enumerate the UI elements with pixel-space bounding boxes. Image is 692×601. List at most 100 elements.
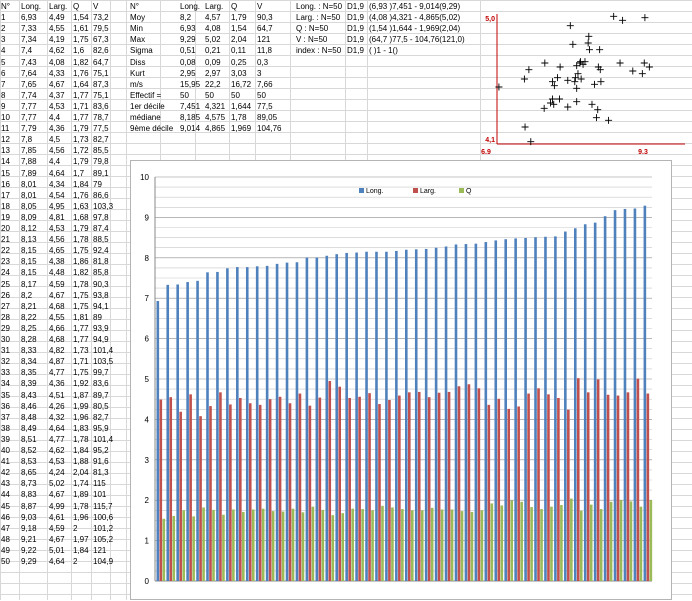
stat-value: 50 (180, 90, 189, 100)
bar-larg (457, 386, 461, 581)
bar-larg (626, 392, 630, 581)
table-cell: 8,17 (21, 279, 37, 289)
table-cell: 4,24 (49, 468, 65, 478)
table-cell: 4,4 (49, 113, 61, 122)
bar-q (202, 507, 205, 581)
bar-larg (219, 392, 222, 581)
bar-q (430, 507, 434, 581)
bar-long (633, 208, 637, 581)
table-cell: 93,8 (93, 290, 109, 300)
bar-q (530, 507, 533, 581)
bar-larg (576, 378, 580, 581)
stat-value: 104,76 (257, 124, 282, 134)
stat-value: 16,72 (231, 79, 252, 89)
row-index: 31 (1, 346, 10, 356)
row-index: 46 (1, 512, 10, 522)
scatter-point (574, 70, 582, 78)
stat-value: 8,185 (180, 113, 201, 122)
scatter-point (520, 75, 528, 83)
table-cell: 7,85 (21, 146, 37, 156)
row-index: 7 (1, 79, 6, 89)
table-cell: 1,7 (73, 168, 85, 178)
scatter-point (527, 138, 535, 146)
bar-q (440, 509, 444, 581)
scatter-point (548, 78, 556, 86)
bar-long (405, 249, 408, 581)
scatter-point (554, 74, 562, 82)
table-cell: 1,79 (73, 157, 89, 167)
row-index: 29 (1, 323, 10, 333)
bar-larg (288, 403, 292, 581)
table-cell: 5,02 (49, 479, 65, 489)
column-divider (47, 0, 48, 600)
scatter-point (577, 75, 585, 83)
table-cell: 4,56 (49, 235, 65, 245)
stat-label: 9ème décile (130, 124, 174, 134)
table-cell: 1,61 (73, 24, 89, 34)
column-divider (126, 0, 127, 600)
table-cell: 1,89 (73, 490, 89, 500)
bar-long (395, 250, 398, 581)
bar-long (564, 231, 567, 581)
table-cell: 4,37 (49, 90, 65, 100)
bar-q (490, 503, 494, 581)
table-cell: 1,88 (73, 457, 89, 467)
bar-long (623, 208, 627, 581)
table-cell: 1,82 (73, 268, 89, 278)
table-cell: 1,84 (73, 446, 89, 455)
table-cell: 4,19 (49, 35, 65, 45)
table-cell: 8,33 (21, 346, 37, 356)
bar-long (444, 246, 448, 581)
column-divider (19, 0, 20, 600)
row-index: 2 (1, 24, 6, 34)
bar-long (255, 266, 259, 581)
stat-value: 0,09 (205, 57, 221, 67)
row-index: 15 (1, 168, 10, 178)
scatter-point (555, 95, 563, 103)
table-cell: 115 (93, 479, 106, 489)
table-cell: 67,3 (93, 35, 109, 45)
table-cell: 4,48 (49, 268, 65, 278)
bar-q (589, 504, 593, 581)
bar-q (321, 509, 325, 581)
row-index: 42 (1, 468, 10, 478)
info-value: ( )1 - 1() (369, 46, 398, 56)
stat-value: 4,575 (205, 113, 226, 122)
bar-q (212, 509, 215, 581)
info-label: Larg. : N=50 (296, 13, 341, 23)
table-cell: 1,87 (73, 390, 89, 400)
row-index: 1 (1, 13, 6, 23)
table-cell: 121 (93, 545, 107, 555)
bar-long (534, 237, 537, 582)
stat-value: 50 (205, 90, 214, 100)
table-cell: 103,3 (93, 201, 114, 211)
stats-column-header: Long. (180, 2, 201, 11)
table-cell: 75,1 (93, 68, 109, 78)
scatter-point (556, 63, 564, 71)
table-cell: 4,62 (49, 446, 65, 455)
table-cell: 1,75 (73, 368, 89, 378)
table-cell: 85,5 (93, 146, 109, 156)
bar-larg (567, 409, 570, 581)
table-cell: 1,71 (73, 357, 89, 367)
row-index: 27 (1, 301, 10, 311)
stat-value: 2,04 (231, 35, 247, 45)
stat-value: 50 (231, 90, 240, 100)
scatter-point (521, 123, 529, 131)
stat-value: 7,451 (180, 101, 201, 111)
scatter-point (638, 70, 646, 78)
table-cell: 9,03 (21, 512, 37, 522)
table-cell: 94,1 (93, 301, 109, 311)
scatter-point (564, 103, 572, 111)
legend-swatch (359, 188, 364, 193)
row-index: 3 (1, 35, 6, 45)
stat-value: 0,21 (205, 46, 221, 56)
table-cell: 1,63 (73, 201, 89, 211)
stats-column-header: Q (231, 2, 238, 11)
stat-value: 50 (257, 90, 266, 100)
bar-long (186, 282, 189, 581)
table-cell: 83,6 (93, 101, 109, 111)
table-cell: 73,2 (93, 13, 109, 23)
bar-q (222, 514, 225, 581)
table-cell: 90,3 (93, 279, 109, 289)
